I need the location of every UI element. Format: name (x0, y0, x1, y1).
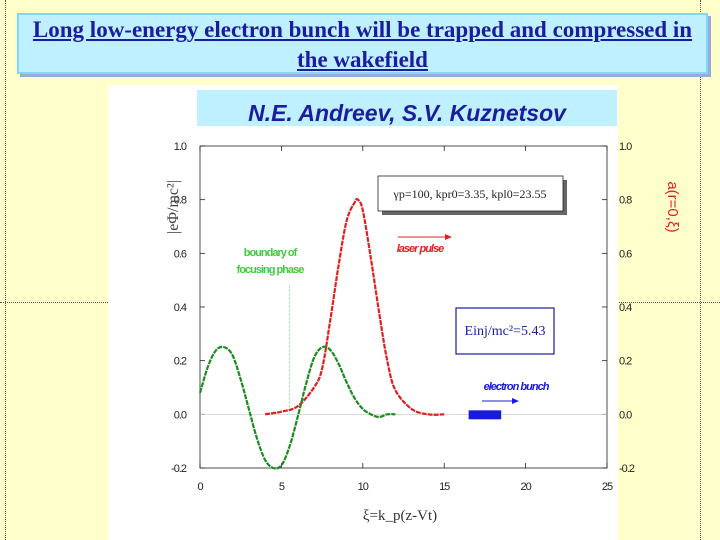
y-tick-label-left: 0.6 (174, 248, 187, 260)
laser-pulse-label: laser pulse (397, 243, 444, 255)
x-tick-label: 20 (520, 481, 531, 493)
params-box: γp=100, kpr0=3.35, kpl0=23.55 (377, 175, 567, 215)
y-tick-label-left: 0.2 (174, 356, 187, 368)
x-axis-label: ξ=k_p(z-Vt) (363, 508, 437, 524)
slide-guide-right (700, 0, 701, 540)
laser-arrow (398, 234, 452, 240)
slide-title: Long low-energy electron bunch will be t… (32, 17, 693, 72)
authors-banner: N.E. Andreev, S.V. Kuznetsov (197, 90, 617, 126)
params-text: γp=100, kpr0=3.35, kpl0=23.55 (393, 187, 547, 201)
y-tick-label-right: 0.0 (619, 409, 632, 421)
electron-bunch-label: electron bunch (484, 381, 550, 393)
y-tick-label-left: 1.0 (174, 141, 187, 153)
right-axis-label-text: a(r=0,ξ) (664, 181, 681, 232)
y-tick-label-right: 0.2 (619, 356, 632, 368)
x-tick-label: 0 (197, 481, 203, 493)
slide-guide-left (5, 0, 6, 540)
title-box (17, 13, 708, 74)
x-tick-label: 5 (279, 481, 285, 493)
bunch-arrow (482, 398, 519, 404)
y-tick-label-right: 0.8 (619, 195, 632, 207)
left-axis-label-text: |eΦ/mc²| (165, 180, 182, 234)
y-tick-label-left: -0.2 (171, 463, 187, 475)
y-tick-label-left: 0.8 (174, 195, 187, 207)
y-tick-label-left: 0.4 (174, 302, 187, 314)
energy-box: Einj/mc²=5.43 (455, 307, 555, 355)
right-axis-label: a(r=0,ξ) (664, 181, 681, 232)
electron-bunch (468, 410, 502, 420)
boundary-label-line2: focusing phase (237, 264, 305, 276)
boundary-label-line1: boundary of (244, 247, 298, 259)
axis-ticks: 0 5 10 15 20 25 -0.2 -0.2 0.0 0.0 0.2 0.2 0.4 0.4 0.6 0… (171, 141, 636, 493)
x-tick-label: 15 (439, 481, 450, 493)
y-tick-label-right: 1.0 (619, 141, 632, 153)
left-axis-label: |eΦ/mc²| (165, 180, 182, 234)
x-tick-label: 25 (602, 481, 613, 493)
laser-pulse-curve (264, 197, 445, 416)
x-tick-label: 10 (358, 481, 369, 493)
y-tick-label-right: -0.2 (619, 463, 635, 475)
y-tick-label-left: 0.0 (174, 409, 187, 421)
energy-text: Einj/mc²=5.43 (465, 324, 546, 339)
wake-potential-curve (198, 345, 396, 470)
y-tick-label-right: 0.6 (619, 248, 632, 260)
y-tick-label-right: 0.4 (619, 302, 632, 314)
